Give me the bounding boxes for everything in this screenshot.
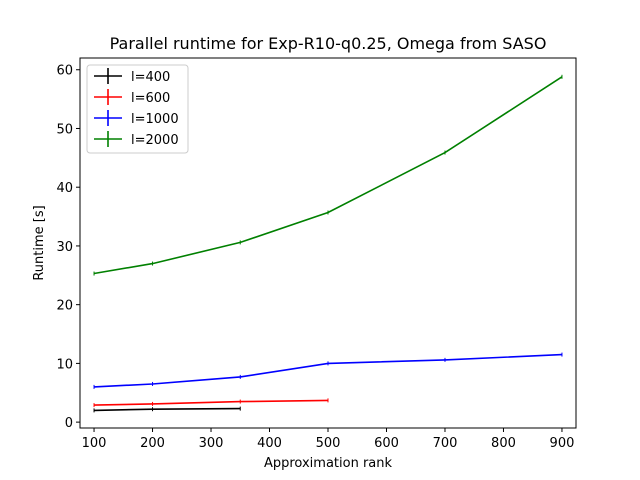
plot-lines: [93, 74, 563, 413]
y-tick-label: 10: [56, 357, 73, 372]
y-tick-label: 60: [56, 64, 73, 79]
series-line-l=2000: [93, 76, 563, 275]
legend-label: l=1000: [131, 112, 179, 127]
y-tick-label: 20: [56, 299, 73, 314]
x-tick-label: 200: [140, 436, 165, 451]
x-tick-label: 400: [257, 436, 282, 451]
x-tick-label: 600: [374, 436, 399, 451]
x-tick-label: 300: [199, 436, 224, 451]
chart-title: Parallel runtime for Exp-R10-q0.25, Omeg…: [110, 34, 547, 53]
legend: l=400 l=600 l=1000 l=2000: [86, 64, 189, 154]
legend-box: [86, 64, 189, 154]
x-tick-label: 700: [433, 436, 458, 451]
y-axis: 0 10 20 30 40 50 60: [56, 64, 80, 431]
x-axis-label: Approximation rank: [264, 456, 393, 471]
y-tick-label: 40: [56, 181, 73, 196]
x-tick-label: 500: [316, 436, 341, 451]
y-tick-label: 0: [65, 416, 73, 431]
y-tick-label: 30: [56, 240, 73, 255]
y-tick-label: 50: [56, 122, 73, 137]
series-line-l=600: [93, 399, 329, 406]
series-line-l=1000: [93, 353, 563, 388]
x-tick-label: 800: [491, 436, 516, 451]
legend-label: l=2000: [131, 133, 179, 148]
y-axis-label: Runtime [s]: [32, 205, 47, 280]
legend-label: l=600: [131, 91, 170, 106]
x-tick-label: 100: [82, 436, 107, 451]
x-tick-label: 900: [550, 436, 575, 451]
legend-label: l=400: [131, 70, 170, 85]
x-axis: 100 200 300 400 500 600 700 800 900: [82, 428, 575, 451]
